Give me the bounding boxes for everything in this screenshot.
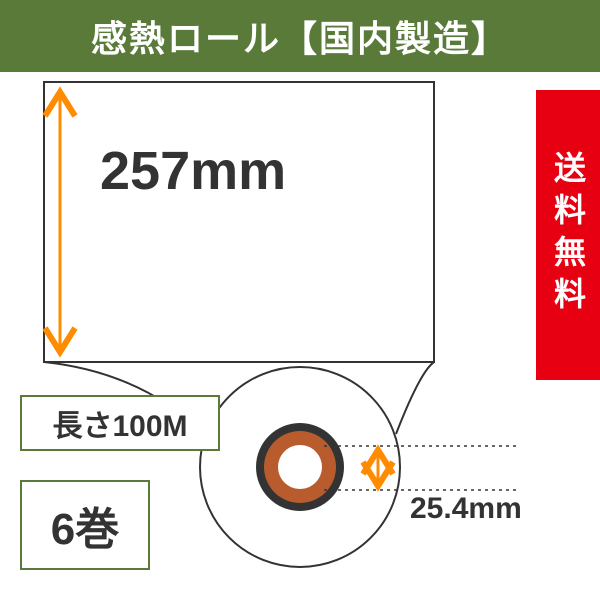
paper-sheet <box>44 82 434 362</box>
free-shipping-badge: 送料無料 <box>536 90 600 380</box>
header-bar: 感熱ロール【国内製造】 <box>0 0 600 72</box>
free-shipping-text: 送料無料 <box>545 151 591 319</box>
sheet-to-roll-right <box>396 362 434 434</box>
core-inner <box>278 445 322 489</box>
core-dimension-label: 25.4mm <box>410 492 522 526</box>
header-title: 感熱ロール【国内製造】 <box>91 18 509 59</box>
length-box: 長さ100M <box>20 395 220 451</box>
length-label: 長さ100M <box>52 401 187 445</box>
width-dimension-label: 257mm <box>100 140 286 202</box>
quantity-label: 6巻 <box>51 493 119 557</box>
quantity-box: 6巻 <box>20 480 150 570</box>
